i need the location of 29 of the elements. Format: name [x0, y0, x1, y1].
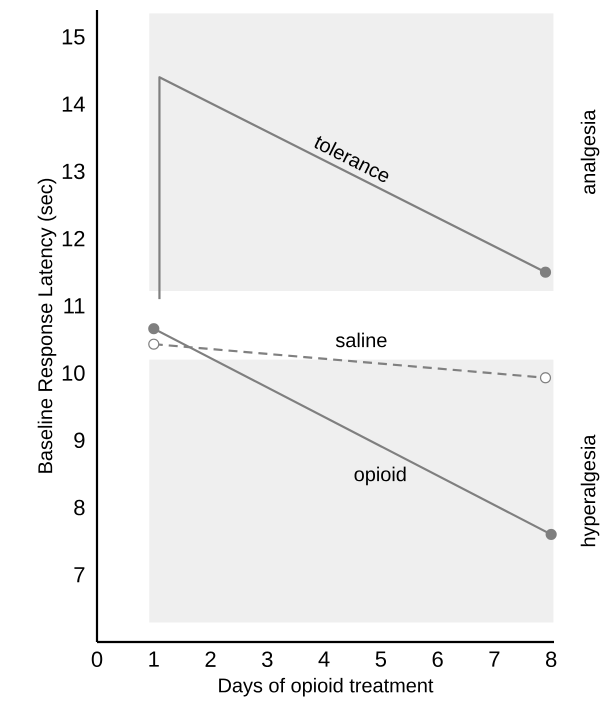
y-tick-label: 10	[62, 365, 85, 381]
y-tick-label: 13	[62, 164, 85, 180]
y-tick-label: 11	[64, 298, 84, 314]
x-axis-title: Days of opioid treatment	[219, 678, 434, 696]
x-tick-label: 8	[546, 652, 556, 668]
y-axis-title: Baseline Response Latency (sec)	[38, 178, 56, 473]
point	[540, 372, 552, 384]
y-tick-label: 8	[74, 500, 85, 516]
x-tick-label: 7	[489, 652, 500, 667]
y-tick-label: 14	[62, 96, 85, 112]
point	[148, 338, 160, 350]
point	[546, 528, 557, 540]
series-label: opioid	[354, 466, 406, 486]
series-label: saline	[336, 332, 387, 348]
x-tick-label: 3	[262, 652, 272, 668]
point	[148, 323, 160, 334]
band-label: analgesia	[580, 110, 600, 194]
y-tick-label: 9	[74, 432, 84, 448]
point	[540, 266, 552, 278]
y-tick-label: 15	[62, 29, 85, 45]
x-tick-label: 1	[149, 652, 159, 667]
x-tick-label: 2	[206, 652, 216, 667]
x-tick-label: 6	[432, 652, 443, 668]
band-label: hyperalgesia	[580, 434, 600, 546]
y-tick-label: 7	[74, 567, 84, 582]
y-tick-label: 12	[62, 230, 84, 246]
x-tick-label: 0	[92, 652, 102, 668]
x-tick-label: 5	[376, 652, 386, 667]
x-tick-label: 4	[318, 652, 330, 667]
